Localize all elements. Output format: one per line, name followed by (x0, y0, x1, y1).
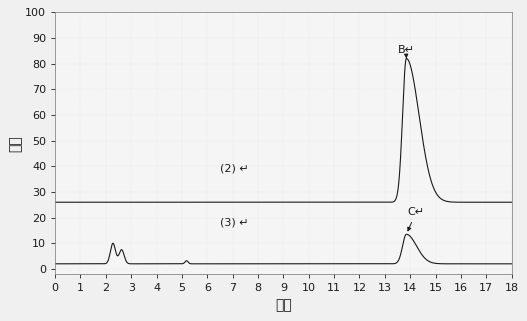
Y-axis label: 毫伏: 毫伏 (8, 135, 22, 152)
Text: B↵: B↵ (397, 45, 415, 58)
Text: (2) ↵: (2) ↵ (220, 163, 249, 173)
X-axis label: 时间: 时间 (275, 299, 292, 313)
Text: (3) ↵: (3) ↵ (220, 217, 249, 227)
Text: C↵: C↵ (407, 207, 425, 231)
